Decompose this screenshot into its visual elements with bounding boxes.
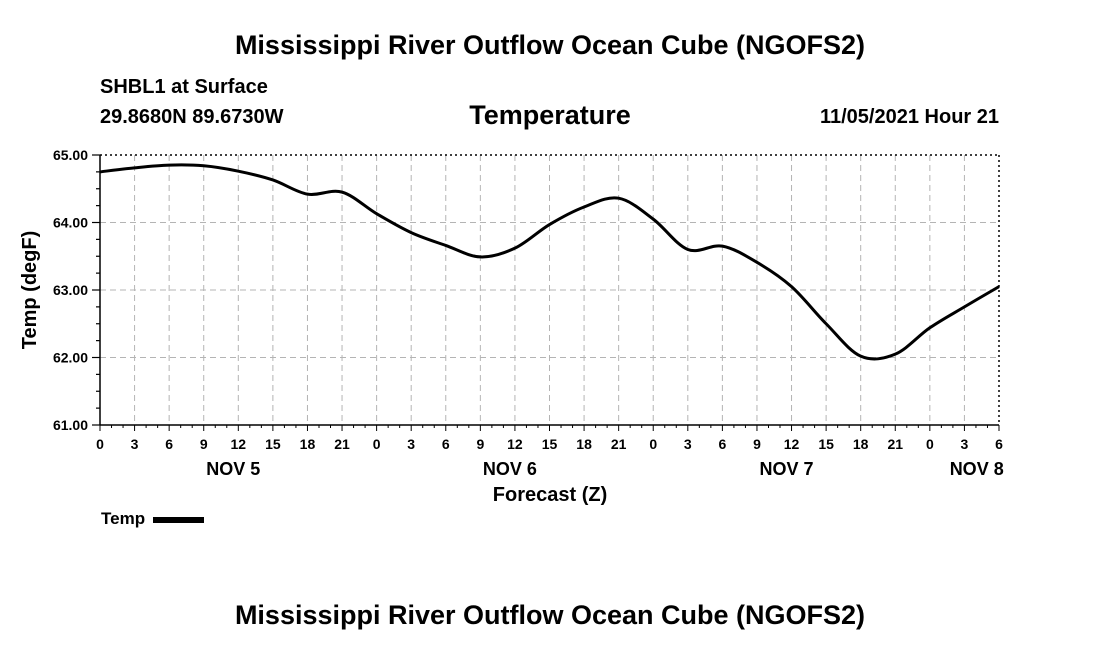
y-tick-label: 64.00 [53, 215, 88, 231]
x-tick-label: 9 [753, 436, 761, 452]
x-tick-label: 3 [131, 436, 139, 452]
x-tick-label: 12 [507, 436, 523, 452]
legend: Temp [101, 509, 205, 529]
x-tick-label: 0 [373, 436, 381, 452]
y-tick-label: 61.00 [53, 417, 88, 433]
x-day-label: NOV 8 [950, 459, 1004, 479]
x-tick-label: 21 [334, 436, 350, 452]
forecast-datetime: 11/05/2021 Hour 21 [819, 106, 999, 128]
x-tick-label: 6 [165, 436, 173, 452]
x-axis-title: Forecast (Z) [493, 484, 607, 506]
chart-title: Temperature [469, 100, 631, 130]
legend-label: Temp [101, 509, 146, 528]
x-tick-label: 18 [576, 436, 592, 452]
x-tick-label: 12 [784, 436, 800, 452]
x-tick-label: 12 [231, 436, 247, 452]
x-tick-label: 6 [995, 436, 1003, 452]
x-tick-label: 15 [542, 436, 558, 452]
x-tick-label: 0 [96, 436, 104, 452]
station-label: SHBL1 at Surface [100, 76, 268, 98]
axis-labels: 61.00 62.00 63.00 64.00 65.00 0 3 6 9 12 15 18 21 0 3 6… [19, 147, 1004, 506]
x-tick-label: 6 [718, 436, 726, 452]
x-tick-label: 18 [853, 436, 869, 452]
x-day-label: NOV 7 [760, 459, 814, 479]
x-tick-label: 18 [300, 436, 316, 452]
x-tick-label: 0 [649, 436, 657, 452]
x-tick-label: 21 [887, 436, 903, 452]
y-axis-title: Temp (degF) [19, 231, 41, 350]
series-layer [99, 163, 1000, 361]
y-tick-label: 65.00 [53, 147, 88, 163]
x-tick-label: 21 [611, 436, 627, 452]
x-tick-label: 0 [926, 436, 934, 452]
x-tick-label: 3 [684, 436, 692, 452]
x-tick-label: 9 [200, 436, 208, 452]
x-tick-label: 3 [407, 436, 415, 452]
x-tick-label: 6 [442, 436, 450, 452]
x-tick-label: 3 [961, 436, 969, 452]
x-tick-label: 9 [476, 436, 484, 452]
page-title: Mississippi River Outflow Ocean Cube (NG… [234, 30, 866, 60]
legend-swatch [153, 516, 205, 523]
x-tick-label: 15 [818, 436, 834, 452]
axes [92, 154, 1000, 431]
x-tick-label: 15 [265, 436, 281, 452]
x-day-label: NOV 6 [483, 459, 537, 479]
y-tick-label: 62.00 [53, 350, 88, 366]
x-day-label: NOV 5 [206, 459, 260, 479]
grid-lines [100, 154, 999, 425]
y-tick-label: 63.00 [53, 282, 88, 298]
station-coordinates: 29.8680N 89.6730W [100, 106, 284, 128]
footer-title: Mississippi River Outflow Ocean Cube (NG… [234, 600, 866, 630]
